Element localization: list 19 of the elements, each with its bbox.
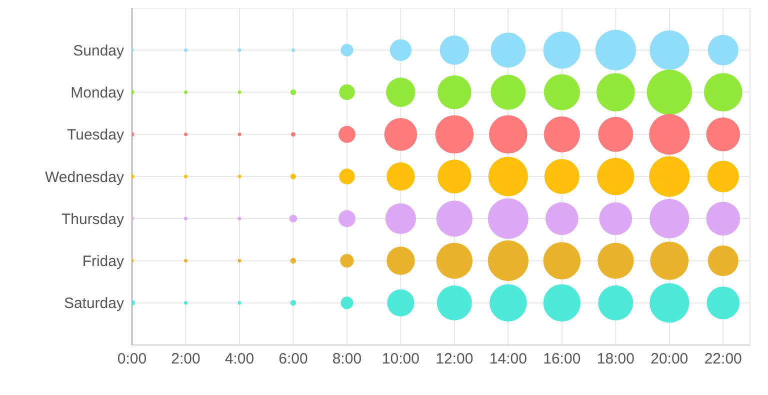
x-tick-label: 14:00 [489,350,527,368]
y-tick-label: Monday [70,84,124,102]
x-tick-label: 4:00 [224,350,254,368]
y-tick-label: Thursday [61,210,124,228]
y-tick-label: Friday [82,253,124,270]
y-tick-label: Tuesday [67,126,124,144]
x-tick-label: 2:00 [171,350,200,368]
x-tick-label: 16:00 [543,350,581,368]
y-tick-label: Sunday [73,42,124,60]
y-tick-label: Wednesday [45,168,124,186]
y-tick-label: Saturday [64,295,124,312]
x-tick-label: 20:00 [650,350,688,368]
x-tick-label: 18:00 [596,350,634,368]
x-tick-label: 6:00 [278,350,308,368]
x-tick-label: 0:00 [117,350,147,368]
x-tick-label: 22:00 [704,350,742,368]
x-tick-label: 10:00 [382,350,420,368]
x-tick-label: 12:00 [436,350,474,368]
x-tick-label: 8:00 [332,350,362,368]
